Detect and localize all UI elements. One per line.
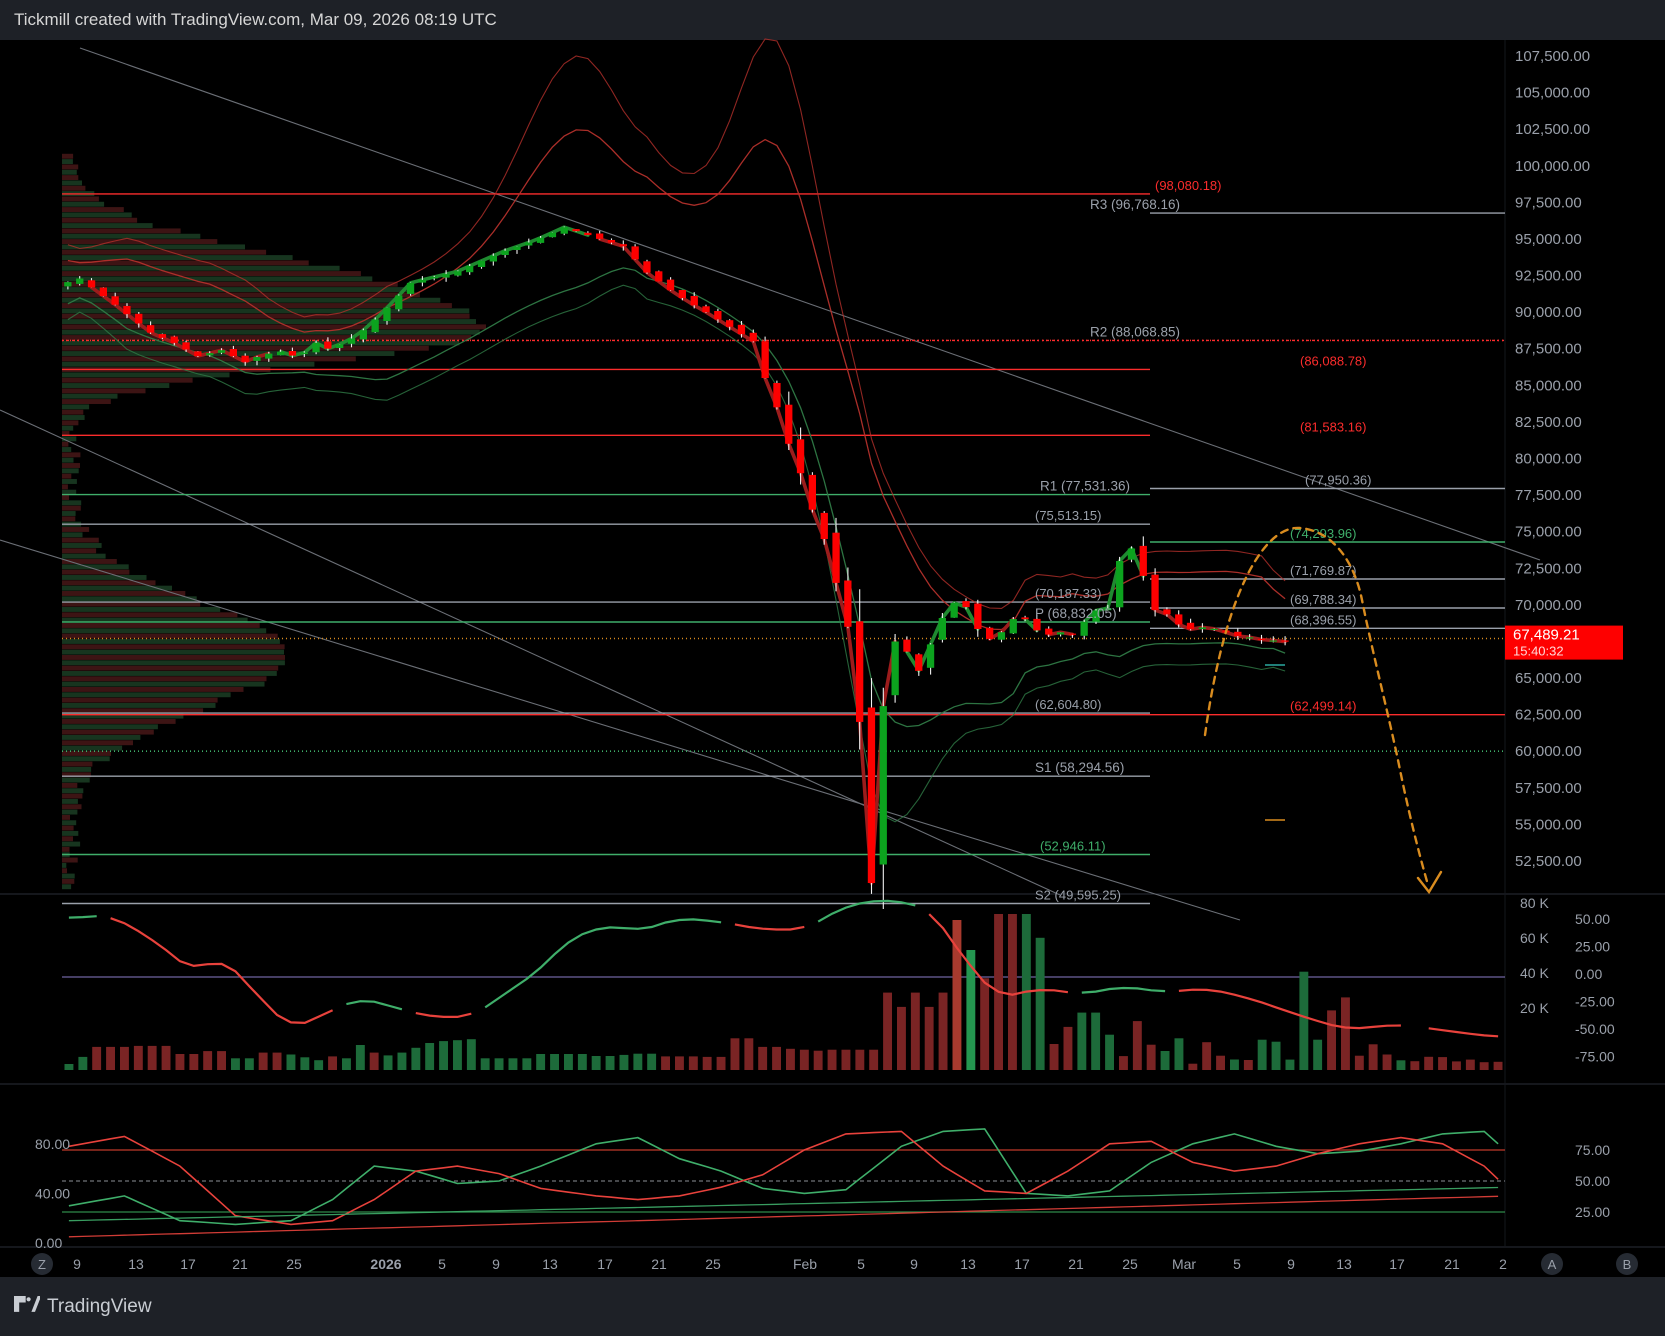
svg-text:65,000.00: 65,000.00 [1515, 670, 1582, 687]
svg-text:15:40:32: 15:40:32 [1513, 644, 1564, 659]
svg-text:(68,396.55): (68,396.55) [1290, 612, 1357, 627]
svg-text:0.00: 0.00 [1575, 966, 1602, 982]
svg-text:S2 (49,595.25): S2 (49,595.25) [1035, 888, 1121, 903]
svg-text:25.00: 25.00 [1575, 1204, 1610, 1220]
svg-text:60,000.00: 60,000.00 [1515, 743, 1582, 760]
svg-text:80,000.00: 80,000.00 [1515, 451, 1582, 468]
svg-text:B: B [1623, 1257, 1632, 1272]
svg-text:13: 13 [128, 1256, 144, 1272]
svg-text:80 K: 80 K [1520, 895, 1549, 911]
svg-text:(71,769.87): (71,769.87) [1290, 563, 1357, 578]
svg-text:100,000.00: 100,000.00 [1515, 158, 1590, 175]
svg-text:20 K: 20 K [1520, 1000, 1549, 1016]
svg-text:90,000.00: 90,000.00 [1515, 304, 1582, 321]
svg-text:(81,583.16): (81,583.16) [1300, 419, 1367, 434]
svg-text:21: 21 [1444, 1256, 1460, 1272]
svg-text:25: 25 [286, 1256, 302, 1272]
svg-text:5: 5 [1233, 1256, 1241, 1272]
svg-text:50.00: 50.00 [1575, 1173, 1610, 1189]
svg-text:82,500.00: 82,500.00 [1515, 414, 1582, 431]
svg-text:0.00: 0.00 [35, 1235, 62, 1251]
svg-text:P (68,832.05): P (68,832.05) [1035, 606, 1117, 621]
svg-text:-50.00: -50.00 [1575, 1021, 1615, 1037]
svg-text:R3 (96,768.16): R3 (96,768.16) [1090, 197, 1180, 212]
svg-text:21: 21 [232, 1256, 248, 1272]
svg-text:85,000.00: 85,000.00 [1515, 377, 1582, 394]
svg-text:105,000.00: 105,000.00 [1515, 85, 1590, 102]
svg-text:62,500.00: 62,500.00 [1515, 707, 1582, 724]
svg-text:17: 17 [1014, 1256, 1030, 1272]
svg-text:77,500.00: 77,500.00 [1515, 487, 1582, 504]
svg-text:5: 5 [438, 1256, 446, 1272]
svg-text:70,000.00: 70,000.00 [1515, 597, 1582, 614]
svg-text:2: 2 [1499, 1256, 1507, 1272]
svg-text:-25.00: -25.00 [1575, 994, 1615, 1010]
svg-text:57,500.00: 57,500.00 [1515, 780, 1582, 797]
svg-text:17: 17 [1389, 1256, 1405, 1272]
svg-text:13: 13 [542, 1256, 558, 1272]
svg-text:Z: Z [38, 1257, 46, 1272]
svg-text:52,500.00: 52,500.00 [1515, 853, 1582, 870]
svg-text:(98,080.18): (98,080.18) [1155, 178, 1222, 193]
svg-text:5: 5 [857, 1256, 865, 1272]
svg-text:13: 13 [1336, 1256, 1352, 1272]
svg-text:25: 25 [1122, 1256, 1138, 1272]
svg-text:(62,604.80): (62,604.80) [1035, 697, 1102, 712]
svg-text:9: 9 [910, 1256, 918, 1272]
svg-text:(69,788.34): (69,788.34) [1290, 592, 1357, 607]
svg-text:75.00: 75.00 [1575, 1142, 1610, 1158]
svg-text:9: 9 [73, 1256, 81, 1272]
svg-text:92,500.00: 92,500.00 [1515, 268, 1582, 285]
svg-text:(70,187.33): (70,187.33) [1035, 586, 1102, 601]
svg-text:-75.00: -75.00 [1575, 1049, 1615, 1065]
svg-text:25: 25 [705, 1256, 721, 1272]
svg-text:13: 13 [960, 1256, 976, 1272]
svg-text:(62,499.14): (62,499.14) [1290, 699, 1357, 714]
svg-text:A: A [1548, 1257, 1557, 1272]
svg-text:R2 (88,068.85): R2 (88,068.85) [1090, 324, 1180, 339]
svg-text:102,500.00: 102,500.00 [1515, 121, 1590, 138]
svg-text:55,000.00: 55,000.00 [1515, 816, 1582, 833]
svg-text:21: 21 [1068, 1256, 1084, 1272]
svg-text:25.00: 25.00 [1575, 939, 1610, 955]
svg-text:Mar: Mar [1172, 1256, 1196, 1272]
svg-text:21: 21 [651, 1256, 667, 1272]
svg-text:75,000.00: 75,000.00 [1515, 524, 1582, 541]
svg-text:40 K: 40 K [1520, 965, 1549, 981]
svg-text:(75,513.15): (75,513.15) [1035, 508, 1102, 523]
svg-text:9: 9 [1287, 1256, 1295, 1272]
svg-text:9: 9 [492, 1256, 500, 1272]
svg-text:67,489.21: 67,489.21 [1513, 627, 1580, 644]
svg-text:60 K: 60 K [1520, 930, 1549, 946]
svg-text:(52,946.11): (52,946.11) [1040, 839, 1106, 854]
svg-text:R1 (77,531.36): R1 (77,531.36) [1040, 479, 1130, 494]
svg-text:S1 (58,294.56): S1 (58,294.56) [1035, 760, 1124, 775]
svg-text:(77,950.36): (77,950.36) [1305, 473, 1372, 488]
svg-text:97,500.00: 97,500.00 [1515, 194, 1582, 211]
svg-text:40.00: 40.00 [35, 1185, 70, 1201]
svg-text:80.00: 80.00 [35, 1136, 70, 1152]
svg-text:17: 17 [597, 1256, 613, 1272]
svg-text:107,500.00: 107,500.00 [1515, 48, 1590, 65]
svg-text:Feb: Feb [793, 1256, 817, 1272]
svg-text:87,500.00: 87,500.00 [1515, 341, 1582, 358]
svg-text:50.00: 50.00 [1575, 911, 1610, 927]
svg-text:(86,088.78): (86,088.78) [1300, 353, 1367, 368]
svg-text:2026: 2026 [370, 1256, 401, 1272]
svg-text:72,500.00: 72,500.00 [1515, 560, 1582, 577]
svg-text:95,000.00: 95,000.00 [1515, 231, 1582, 248]
svg-text:17: 17 [180, 1256, 196, 1272]
